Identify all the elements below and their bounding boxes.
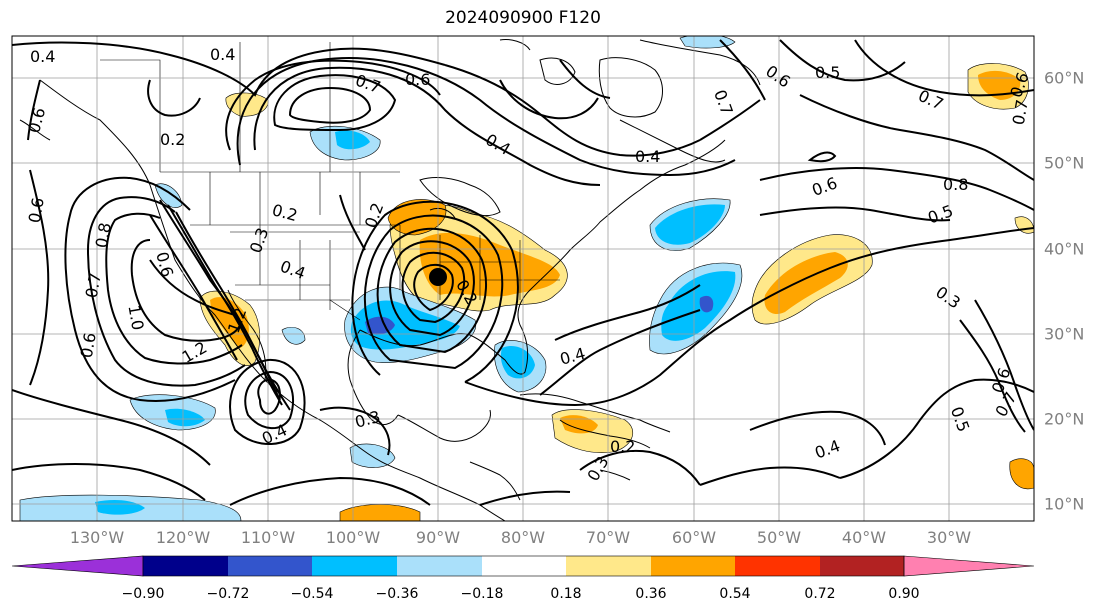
contour-label: 0.6	[25, 196, 48, 224]
contour-label: 1.0	[124, 303, 147, 331]
longitude-label: 120°W	[155, 528, 211, 547]
colorbar-tick-label: 0.54	[719, 586, 751, 602]
longitude-label: 90°W	[415, 528, 461, 547]
colorbar-segment	[397, 556, 482, 576]
longitude-label: 70°W	[585, 528, 631, 547]
shade-caribbean-orange	[560, 415, 598, 434]
colorbar-tick-label: 0.90	[888, 586, 920, 602]
contour-label: 0.7	[82, 271, 105, 299]
colorbar-tick-label: −0.72	[206, 586, 250, 602]
contour-label: 0.4	[635, 147, 660, 166]
latitude-label: 10°N	[1044, 494, 1085, 514]
colorbar-segment	[735, 556, 820, 576]
shade-east-edge-positive	[1009, 458, 1034, 490]
colorbar-tick-label: 0.72	[804, 586, 836, 602]
latitude-label: 30°N	[1044, 324, 1085, 344]
contour-label: 0.2	[160, 130, 185, 149]
borders	[100, 42, 560, 321]
colorbar-tick-label: −0.54	[290, 586, 334, 602]
colorbar-segment	[566, 556, 651, 576]
colorbar-max-extension	[903, 555, 1035, 577]
colorbar-segment	[312, 556, 397, 576]
latitude-label: 60°N	[1044, 68, 1085, 88]
map-title: 2024090900 F120	[445, 8, 601, 28]
contour-label: 0.8	[943, 175, 968, 194]
shade-nw-coast-negative	[154, 183, 183, 208]
colorbar-tick-label: −0.18	[460, 586, 504, 602]
colorbar-tick-label: −0.90	[121, 586, 165, 602]
shade-centralam-negative	[281, 327, 306, 345]
contour-label: 0.6	[405, 70, 430, 89]
longitude-label: 40°W	[841, 528, 887, 547]
shade-canada-negative-mid	[335, 130, 370, 150]
shade-florida-negative-mid	[500, 345, 535, 379]
map-frame	[11, 35, 1035, 522]
longitude-label: 80°W	[500, 528, 546, 547]
longitude-label: 130°W	[69, 528, 125, 547]
longitude-label: 30°W	[926, 528, 972, 547]
colorbar	[11, 555, 1035, 577]
contour-label: 0.4	[210, 45, 235, 64]
contour-label: 0.6	[77, 331, 100, 359]
graticule	[12, 36, 1034, 521]
colorbar-segment	[143, 556, 228, 576]
shade-atlantic-negative-mid	[661, 271, 736, 341]
latitude-label: 50°N	[1044, 153, 1085, 173]
contour-label: 0.5	[815, 63, 840, 82]
contour-lines	[12, 39, 1034, 506]
latitude-label: 40°N	[1044, 239, 1085, 259]
shade-pacific-negative-mid	[165, 408, 205, 427]
shade-south-positive	[339, 504, 421, 521]
shade-mexico-negative	[349, 443, 396, 468]
longitude-label: 110°W	[240, 528, 296, 547]
colorbar-tick-label: −0.36	[375, 586, 419, 602]
contour-label: 0.8	[92, 221, 115, 249]
low-center-marker	[429, 268, 447, 286]
contour-label: 0.4	[30, 47, 55, 66]
contour-label: 0.7	[1009, 98, 1032, 126]
colorbar-segment	[651, 556, 735, 576]
longitude-label: 60°W	[671, 528, 717, 547]
longitude-label: 100°W	[325, 528, 381, 547]
shade-atlantic-orange	[764, 252, 848, 315]
contour-label: 0.2	[610, 437, 635, 456]
colorbar-tick-label: 0.18	[550, 586, 582, 602]
colorbar-tick-label: 0.36	[635, 586, 667, 602]
latitude-label: 20°N	[1044, 409, 1085, 429]
colorbar-segment	[482, 556, 566, 576]
colorbar-segment	[228, 556, 312, 576]
longitude-label: 50°W	[756, 528, 802, 547]
colorbar-min-extension	[11, 555, 144, 577]
colorbar-frame	[142, 555, 905, 577]
shade-nw-atlantic-negative-mid	[655, 204, 725, 245]
colorbar-segment	[820, 556, 904, 576]
coastlines	[19, 39, 761, 521]
shade-atlantic-negative-core	[699, 295, 714, 313]
